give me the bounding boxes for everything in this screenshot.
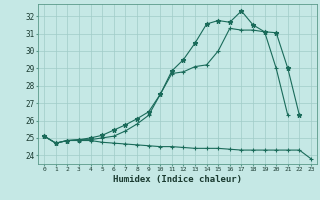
X-axis label: Humidex (Indice chaleur): Humidex (Indice chaleur) <box>113 175 242 184</box>
